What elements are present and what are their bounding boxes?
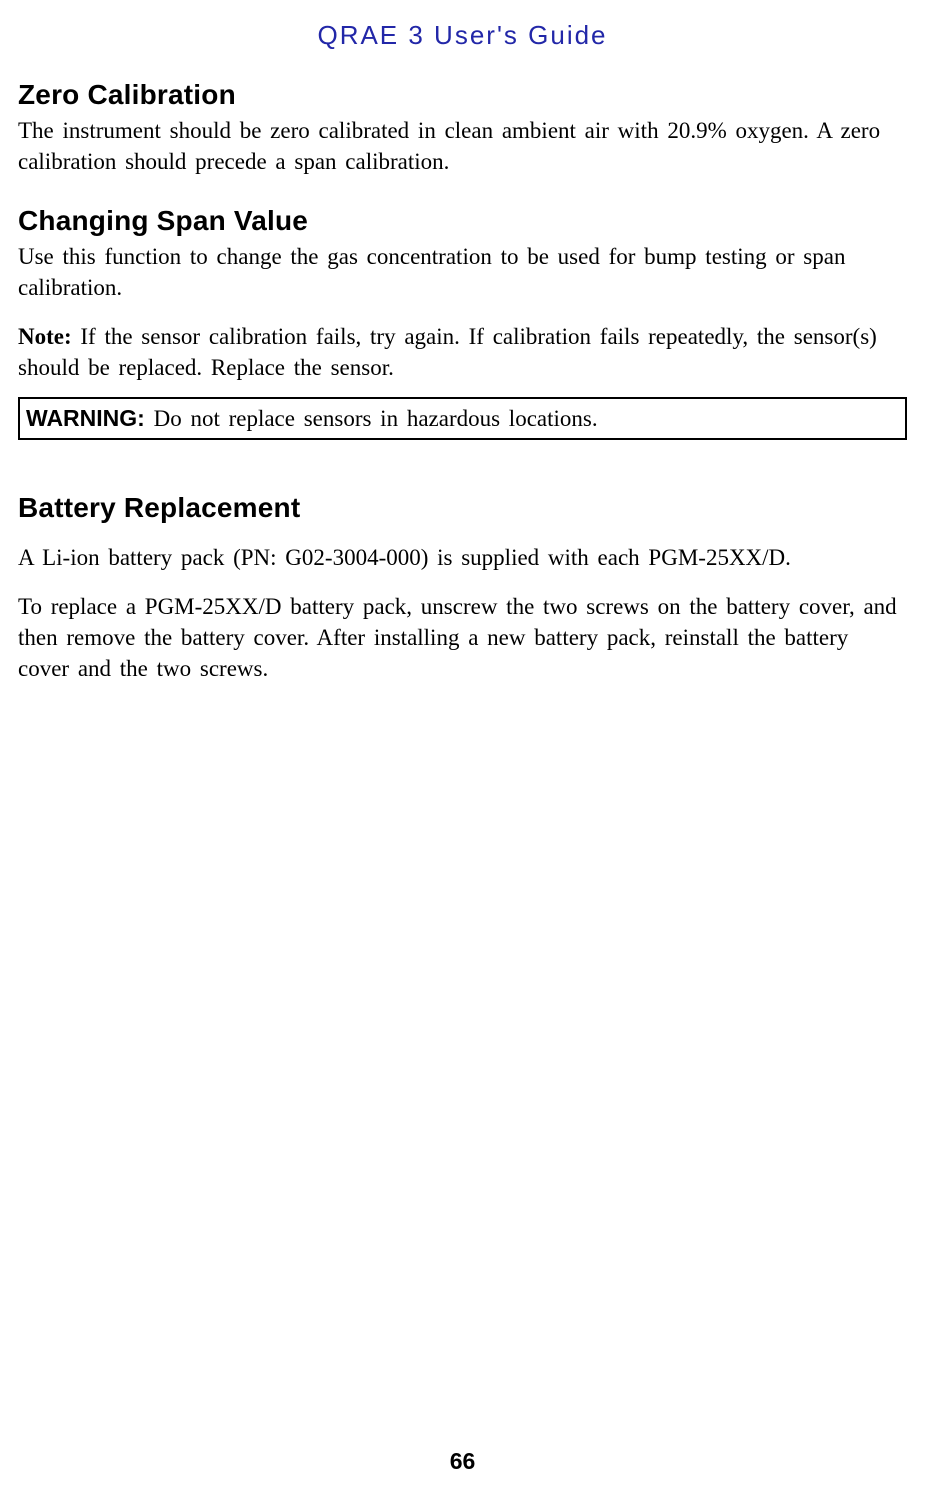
changing-span-body: Use this function to change the gas conc… <box>18 241 907 303</box>
note-label: Note: <box>18 324 72 349</box>
warning-body: Do not replace sensors in hazardous loca… <box>145 406 598 431</box>
changing-span-heading: Changing Span Value <box>18 205 907 237</box>
warning-box: WARNING: Do not replace sensors in hazar… <box>18 397 907 440</box>
note-paragraph: Note: If the sensor calibration fails, t… <box>18 321 907 383</box>
battery-p2: To replace a PGM-25XX/D battery pack, un… <box>18 591 907 684</box>
document-title: QRAE 3 User's Guide <box>18 20 907 51</box>
battery-p1: A Li-ion battery pack (PN: G02-3004-000)… <box>18 542 907 573</box>
zero-calibration-heading: Zero Calibration <box>18 79 907 111</box>
battery-replacement-heading: Battery Replacement <box>18 492 907 524</box>
zero-calibration-body: The instrument should be zero calibrated… <box>18 115 907 177</box>
warning-label: WARNING: <box>26 405 145 431</box>
page-number: 66 <box>0 1448 925 1475</box>
note-body: If the sensor calibration fails, try aga… <box>18 324 877 380</box>
